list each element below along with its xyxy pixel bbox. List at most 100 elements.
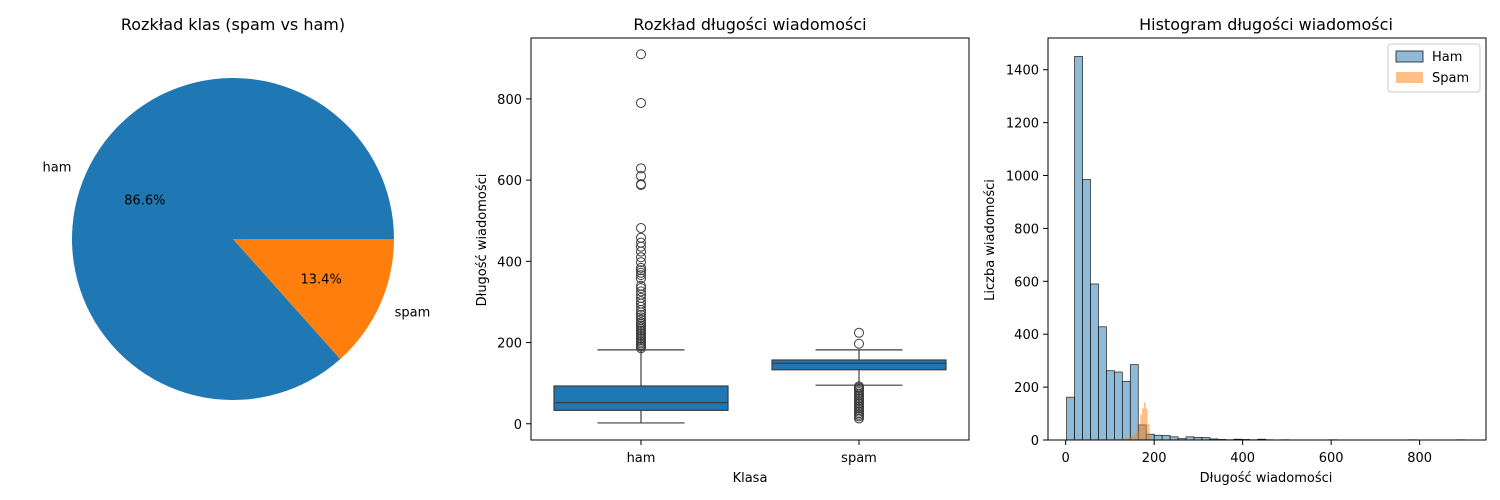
outlier-point — [636, 262, 646, 273]
hist-x-tick-label: 400 — [1230, 451, 1255, 466]
box-title: Rozkład długości wiadomości — [633, 15, 866, 34]
legend-swatch-spam — [1396, 72, 1423, 83]
pie-title: Rozkład klas (spam vs ham) — [121, 15, 345, 34]
hist-bar — [1140, 414, 1143, 440]
outlier-point — [636, 314, 646, 325]
box-y-tick-label: 0 — [514, 418, 522, 433]
hist-bar — [1098, 326, 1107, 441]
pie-slice-spam — [233, 239, 394, 360]
hist-x-tick-label: 200 — [1142, 451, 1167, 466]
outlier-point — [636, 270, 646, 281]
hist-y-tick-label: 800 — [1014, 222, 1039, 237]
outlier-point — [636, 171, 646, 182]
box-chart: Rozkład długości wiadomości 0 200 400 600 80… — [475, 15, 970, 486]
hist-legend: Ham Spam — [1387, 43, 1481, 93]
outlier-point — [636, 232, 646, 243]
outlier-point — [636, 283, 646, 294]
hist-bar — [1116, 438, 1118, 440]
outlier-point — [636, 257, 646, 268]
outlier-point — [854, 381, 864, 392]
hist-y-ticks: 0 200 400 600 800 1000 1200 1400 — [1006, 64, 1048, 449]
hist-x-tick-label: 800 — [1407, 451, 1432, 466]
hist-bar — [1066, 396, 1075, 441]
box-y-ticks: 0 200 400 600 800 — [497, 93, 531, 433]
hist-y-axis-label: Liczba wiadomości — [983, 179, 998, 301]
outlier-point — [636, 252, 646, 263]
outlier-point — [636, 49, 646, 60]
iqr-box — [553, 385, 729, 411]
hist-bar — [1123, 438, 1126, 440]
hist-y-tick-label: 200 — [1014, 381, 1039, 396]
histogram-chart: Histogram długości wiadomości 0 200 400 600… — [983, 15, 1487, 486]
hist-bar — [1129, 437, 1131, 440]
pie-chart: Rozkład klas (spam vs ham) ham spam 86.6… — [42, 15, 430, 400]
hist-bar — [1132, 435, 1135, 440]
hist-bar — [1138, 424, 1141, 440]
outlier-point — [636, 309, 646, 320]
hist-bar — [1090, 283, 1099, 441]
hist-bar — [1143, 402, 1146, 440]
hist-bar — [1114, 371, 1123, 441]
hist-series-ham — [1066, 56, 1466, 441]
hist-bar — [1074, 56, 1083, 441]
hist-y-tick-label: 0 — [1031, 434, 1039, 449]
pie-pct-ham: 86.6% — [124, 194, 165, 209]
box-y-tick-label: 200 — [497, 337, 522, 352]
hist-y-tick-label: 1200 — [1006, 117, 1039, 132]
outlier-point — [636, 179, 646, 190]
hist-x-tick-label: 0 — [1062, 451, 1070, 466]
hist-y-tick-label: 400 — [1014, 328, 1039, 343]
hist-title: Histogram długości wiadomości — [1139, 15, 1393, 34]
hist-bar — [1121, 438, 1124, 440]
legend-swatch-ham — [1395, 50, 1424, 63]
hist-x-axis-label: Długość wiadomości — [1200, 471, 1333, 486]
box-y-tick-label: 600 — [497, 174, 522, 189]
outlier-point — [636, 273, 646, 284]
box-y-axis-label: Długość wiadomości — [475, 174, 490, 307]
hist-bar — [1134, 433, 1137, 440]
outlier-point — [636, 97, 646, 108]
hist-bar — [1082, 179, 1091, 441]
hist-y-tick-label: 1400 — [1006, 64, 1039, 79]
box-spam — [771, 327, 947, 424]
outlier-point — [636, 265, 646, 276]
hist-bar — [1106, 370, 1115, 441]
outlier-point — [636, 223, 646, 234]
hist-bar — [1136, 431, 1139, 440]
hist-bar — [1119, 438, 1122, 440]
hist-bar — [1127, 437, 1130, 440]
box-items — [553, 49, 947, 424]
box-plot-frame — [530, 37, 970, 441]
pie-slices — [72, 78, 394, 400]
hist-bar — [1161, 435, 1171, 441]
box-y-tick-label: 800 — [497, 93, 522, 108]
outlier-point — [636, 286, 646, 297]
pie-label-spam: spam — [395, 305, 431, 320]
hist-bar — [1129, 364, 1139, 441]
hist-bar — [1142, 408, 1144, 440]
hist-bars — [1066, 56, 1466, 441]
outlier-point — [854, 338, 864, 349]
outlier-point — [636, 296, 646, 307]
box-x-ticks: ham spam — [627, 440, 877, 466]
hist-y-tick-label: 1000 — [1006, 170, 1039, 185]
pie-pct-spam: 13.4% — [301, 272, 342, 287]
hist-x-tick-label: 600 — [1319, 451, 1344, 466]
box-ham — [553, 49, 729, 424]
hist-bar — [1130, 436, 1133, 440]
hist-bar — [1149, 435, 1152, 440]
iqr-box — [771, 359, 947, 371]
box-y-tick-label: 400 — [497, 255, 522, 270]
hist-bar — [1145, 408, 1148, 440]
hist-bar — [1121, 380, 1131, 441]
box-x-axis-label: Klasa — [733, 471, 768, 486]
legend-label-ham: Ham — [1432, 50, 1462, 65]
outlier-point — [636, 179, 646, 190]
outlier-point — [636, 267, 646, 278]
hist-x-ticks: 0 200 400 600 800 — [1062, 440, 1432, 466]
hist-bar — [1153, 434, 1163, 441]
hist-bar — [1117, 438, 1120, 440]
outlier-point — [636, 163, 646, 174]
hist-plot-frame — [1047, 37, 1487, 441]
